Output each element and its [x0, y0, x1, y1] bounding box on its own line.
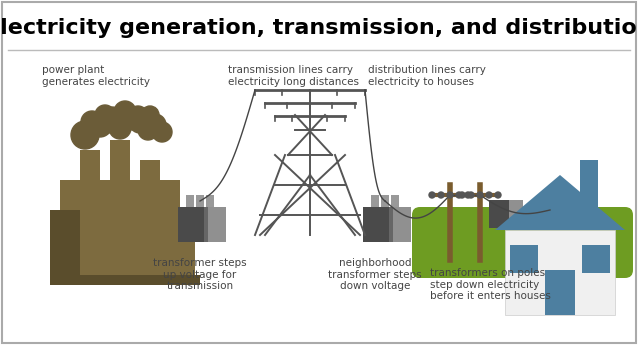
Bar [140, 160, 160, 230]
Bar [389, 207, 393, 242]
Bar [186, 195, 194, 207]
Bar [170, 240, 195, 280]
Bar [582, 245, 610, 273]
Circle shape [129, 111, 151, 133]
Bar [50, 210, 80, 280]
Circle shape [71, 121, 99, 149]
Circle shape [429, 192, 435, 198]
Bar [391, 207, 411, 242]
Bar [489, 200, 509, 228]
Bar [110, 140, 130, 230]
Bar [363, 207, 391, 242]
Bar [178, 207, 206, 242]
Bar [50, 275, 200, 285]
Circle shape [114, 101, 136, 123]
Bar [391, 195, 399, 207]
Bar [206, 195, 214, 207]
Circle shape [456, 192, 462, 198]
Bar [381, 195, 389, 207]
Circle shape [141, 106, 159, 124]
Circle shape [495, 192, 501, 198]
Circle shape [109, 117, 131, 139]
Circle shape [144, 114, 166, 136]
Bar [60, 180, 180, 280]
Text: transmission lines carry
electricity long distances: transmission lines carry electricity lon… [228, 65, 359, 87]
FancyBboxPatch shape [412, 207, 633, 278]
Circle shape [138, 120, 158, 140]
Circle shape [128, 106, 148, 126]
Circle shape [118, 106, 142, 130]
Bar [206, 207, 226, 242]
Circle shape [486, 192, 492, 198]
Bar [505, 230, 615, 315]
Circle shape [447, 192, 453, 198]
Circle shape [468, 192, 474, 198]
Text: power plant
generates electricity: power plant generates electricity [42, 65, 150, 87]
Circle shape [459, 192, 465, 198]
Bar [196, 195, 204, 207]
Text: Electricity generation, transmission, and distribution: Electricity generation, transmission, an… [0, 18, 638, 38]
Text: transformers on poles
step down electricity
before it enters houses: transformers on poles step down electric… [430, 268, 551, 301]
Bar [580, 160, 598, 215]
Text: distribution lines carry
electricity to houses: distribution lines carry electricity to … [368, 65, 486, 87]
Circle shape [95, 105, 115, 125]
Circle shape [152, 122, 172, 142]
Polygon shape [495, 175, 625, 230]
Bar [509, 200, 523, 228]
Circle shape [438, 192, 444, 198]
Bar [371, 195, 379, 207]
Circle shape [99, 107, 125, 133]
Circle shape [477, 192, 483, 198]
Text: neighborhood
transformer steps
down voltage: neighborhood transformer steps down volt… [328, 258, 422, 291]
Circle shape [88, 113, 112, 137]
Bar [204, 207, 208, 242]
Bar [510, 245, 538, 273]
Text: transformer steps
up voltage for
transmission: transformer steps up voltage for transmi… [153, 258, 247, 291]
Bar [545, 270, 575, 315]
Circle shape [81, 111, 103, 133]
Circle shape [465, 192, 471, 198]
Bar [80, 150, 100, 230]
